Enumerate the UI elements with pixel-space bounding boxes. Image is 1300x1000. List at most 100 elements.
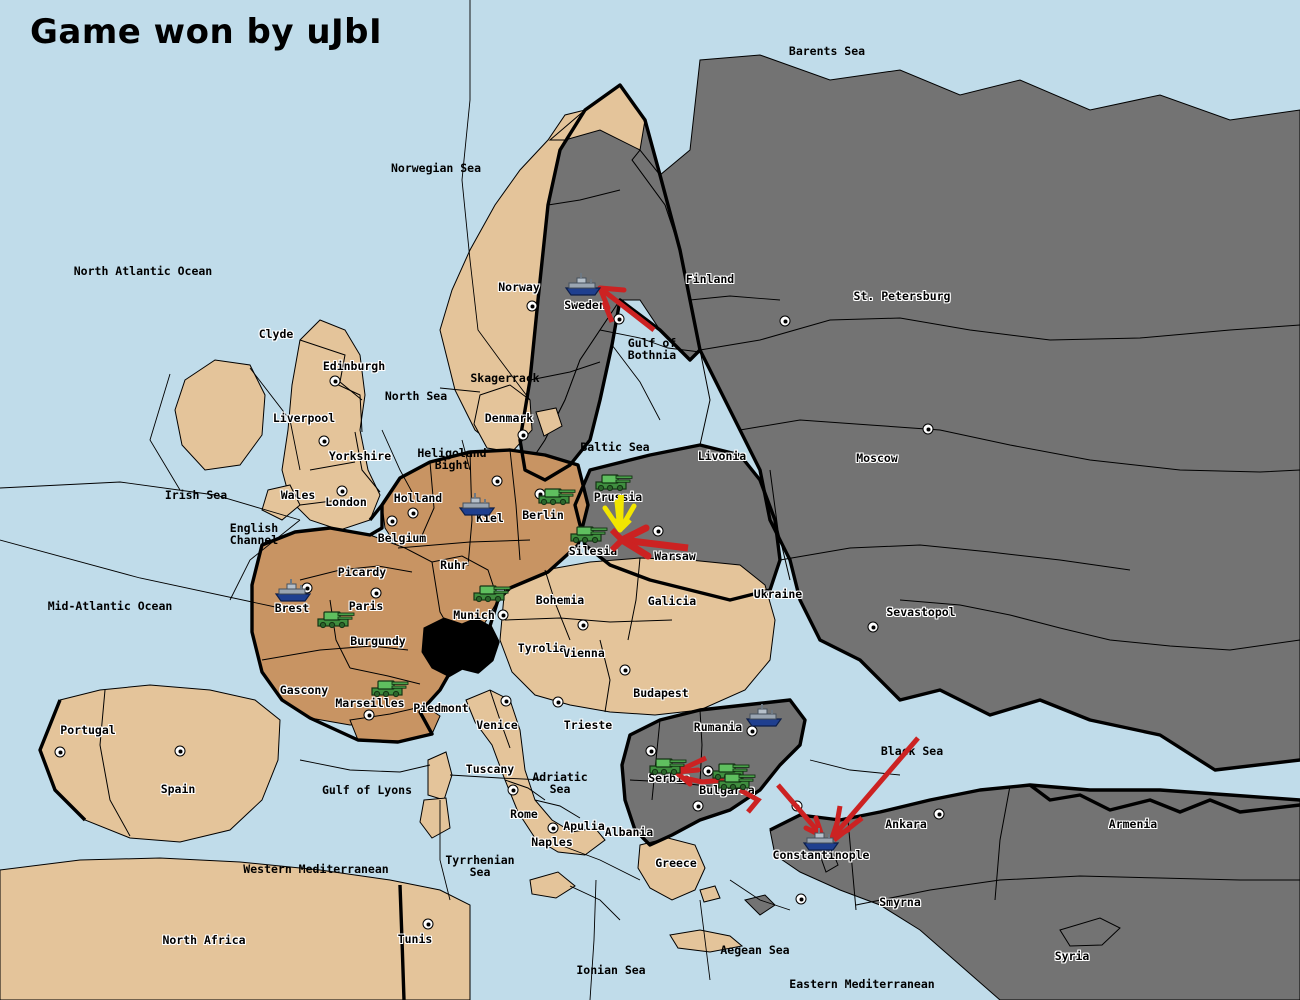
sea-label-skagerrack: Skagerrack bbox=[470, 371, 540, 385]
province-label-berlin: Berlin bbox=[522, 508, 564, 522]
province-label-liverpool: Liverpool bbox=[272, 411, 336, 425]
sea-label-english-channel: English Channel bbox=[229, 521, 279, 547]
army-paris[interactable] bbox=[316, 606, 356, 630]
province-label-belgium: Belgium bbox=[377, 531, 427, 545]
sc-rome[interactable] bbox=[507, 784, 519, 796]
province-label-livonia: Livonia bbox=[697, 449, 747, 463]
sc-sevastopol[interactable] bbox=[867, 621, 879, 633]
province-label-constantinople: Constantinople bbox=[772, 848, 870, 862]
sc-smyrna[interactable] bbox=[795, 893, 807, 905]
sc-naples[interactable] bbox=[547, 822, 559, 834]
army-berlin[interactable] bbox=[537, 483, 577, 507]
province-label-moscow: Moscow bbox=[856, 451, 898, 465]
sc-portugal[interactable] bbox=[54, 746, 66, 758]
province-label-apulia: Apulia bbox=[563, 819, 605, 833]
sc-belgium[interactable] bbox=[386, 515, 398, 527]
sea-label-western-mediterranean: Western Mediterranean bbox=[243, 862, 389, 876]
province-label-st-petersburg: St. Petersburg bbox=[853, 289, 951, 303]
fleet-kiel[interactable] bbox=[457, 493, 497, 517]
sc-london[interactable] bbox=[336, 485, 348, 497]
province-label-galicia: Galicia bbox=[647, 594, 697, 608]
province-label-holland: Holland bbox=[393, 491, 443, 505]
province-label-vienna: Vienna bbox=[563, 646, 605, 660]
sea-label-heligoland-bight: Heligoland Bight bbox=[417, 446, 487, 472]
province-label-wales: Wales bbox=[280, 488, 316, 502]
sea-label-mid-atlantic-ocean: Mid-Atlantic Ocean bbox=[47, 599, 173, 613]
province-label-piedmont: Piedmont bbox=[413, 701, 469, 715]
province-label-burgundy: Burgundy bbox=[350, 634, 406, 648]
sc-spain[interactable] bbox=[174, 745, 186, 757]
sea-label-adriatic-sea: Adriatic Sea bbox=[532, 770, 588, 796]
fleet-sweden[interactable] bbox=[563, 273, 603, 297]
page-title: Game won by uJbI bbox=[30, 12, 383, 52]
sc-marseilles[interactable] bbox=[363, 709, 375, 721]
sc-trieste[interactable] bbox=[552, 696, 564, 708]
sc-tunis[interactable] bbox=[422, 918, 434, 930]
province-label-tyrolia: Tyrolia bbox=[517, 641, 567, 655]
province-label-denmark: Denmark bbox=[484, 411, 534, 425]
province-label-portugal: Portugal bbox=[60, 723, 116, 737]
sc-kiel[interactable] bbox=[491, 475, 503, 487]
province-label-naples: Naples bbox=[531, 835, 573, 849]
province-label-smyrna: Smyrna bbox=[879, 895, 921, 909]
sc-serbia[interactable] bbox=[645, 745, 657, 757]
sc-greece[interactable] bbox=[692, 800, 704, 812]
province-label-marseilles: Marseilles bbox=[335, 696, 405, 710]
province-label-rome: Rome bbox=[510, 807, 538, 821]
fleet-constantinople[interactable] bbox=[801, 828, 841, 852]
sc-constantinople[interactable] bbox=[791, 800, 803, 812]
sc-munich[interactable] bbox=[497, 609, 509, 621]
army-munich[interactable] bbox=[472, 580, 512, 604]
sc-edinburgh[interactable] bbox=[329, 375, 341, 387]
province-label-finland: Finland bbox=[685, 272, 735, 286]
province-label-greece: Greece bbox=[655, 856, 697, 870]
fleet-brest[interactable] bbox=[273, 579, 313, 603]
province-label-norway: Norway bbox=[498, 280, 540, 294]
sea-label-eastern-mediterranean: Eastern Mediterranean bbox=[789, 977, 935, 991]
province-label-clyde: Clyde bbox=[258, 327, 294, 341]
sc-liverpool[interactable] bbox=[318, 435, 330, 447]
province-label-yorkshire: Yorkshire bbox=[328, 449, 392, 463]
sc-budapest[interactable] bbox=[619, 664, 631, 676]
sc-ankara[interactable] bbox=[933, 808, 945, 820]
sc-warsaw[interactable] bbox=[652, 525, 664, 537]
sea-label-gulf-of-lyons: Gulf of Lyons bbox=[321, 783, 413, 797]
sea-label-ionian-sea: Ionian Sea bbox=[576, 963, 646, 977]
sc-venice[interactable] bbox=[500, 695, 512, 707]
army-serbia[interactable] bbox=[648, 753, 688, 777]
sea-label-aegean-sea: Aegean Sea bbox=[720, 943, 790, 957]
fleet-rumania[interactable] bbox=[744, 704, 784, 728]
army-marseilles[interactable] bbox=[370, 675, 410, 699]
sc-norway[interactable] bbox=[526, 300, 538, 312]
province-label-ukraine: Ukraine bbox=[753, 587, 803, 601]
sc-paris[interactable] bbox=[370, 587, 382, 599]
orange-power-territory bbox=[251, 449, 589, 743]
province-label-albania: Albania bbox=[604, 825, 654, 839]
sc-st-petersburg[interactable] bbox=[779, 315, 791, 327]
sea-label-gulf-of-bothnia: Gulf of Bothnia bbox=[627, 336, 677, 362]
army-bulgaria-2[interactable] bbox=[717, 768, 757, 792]
sea-label-north-sea: North Sea bbox=[384, 389, 448, 403]
army-prussia[interactable] bbox=[594, 469, 634, 493]
province-label-silesia: Silesia bbox=[568, 544, 618, 558]
sea-label-barents-sea: Barents Sea bbox=[788, 44, 866, 58]
province-label-picardy: Picardy bbox=[337, 565, 387, 579]
province-label-warsaw: Warsaw bbox=[654, 549, 696, 563]
sea-label-black-sea: Black Sea bbox=[880, 744, 944, 758]
sc-holland[interactable] bbox=[407, 507, 419, 519]
province-label-spain: Spain bbox=[160, 782, 196, 796]
province-label-venice: Venice bbox=[476, 718, 518, 732]
sea-label-irish-sea: Irish Sea bbox=[164, 488, 228, 502]
province-label-trieste: Trieste bbox=[563, 718, 613, 732]
province-label-munich: Munich bbox=[453, 608, 495, 622]
sc-sweden[interactable] bbox=[613, 313, 625, 325]
army-silesia[interactable] bbox=[569, 521, 609, 545]
province-label-armenia: Armenia bbox=[1108, 817, 1158, 831]
sc-vienna[interactable] bbox=[577, 619, 589, 631]
sc-denmark[interactable] bbox=[517, 429, 529, 441]
sc-moscow[interactable] bbox=[922, 423, 934, 435]
province-label-sweden: Sweden bbox=[564, 298, 606, 312]
sea-label-norwegian-sea: Norwegian Sea bbox=[390, 161, 482, 175]
